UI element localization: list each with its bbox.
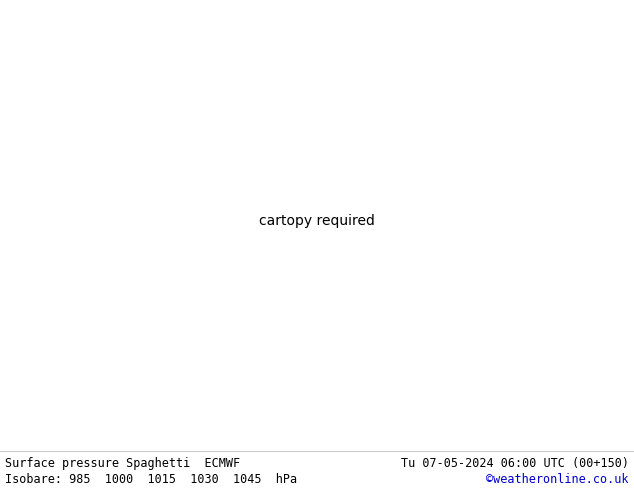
Text: Surface pressure Spaghetti  ECMWF: Surface pressure Spaghetti ECMWF	[5, 457, 240, 470]
Text: Tu 07-05-2024 06:00 UTC (00+150): Tu 07-05-2024 06:00 UTC (00+150)	[401, 457, 629, 470]
Text: cartopy required: cartopy required	[259, 214, 375, 228]
Text: Isobare: 985  1000  1015  1030  1045  hPa: Isobare: 985 1000 1015 1030 1045 hPa	[5, 473, 297, 486]
Text: ©weatheronline.co.uk: ©weatheronline.co.uk	[486, 473, 629, 486]
